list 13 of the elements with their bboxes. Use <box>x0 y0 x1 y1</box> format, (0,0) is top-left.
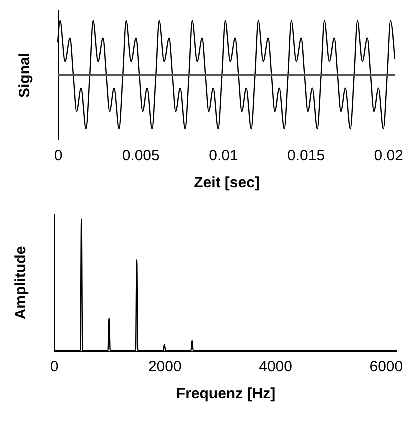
x-tick-label: 4000 <box>259 358 292 376</box>
x-tick-label: 0 <box>54 148 63 164</box>
x-tick-label: 0 <box>50 358 59 376</box>
x-tick-label: 0.005 <box>122 148 160 164</box>
x-tick-label: 6000 <box>370 358 404 376</box>
x-tick-label: 0.02 <box>374 148 404 164</box>
y-axis-title: Amplitude <box>12 246 30 320</box>
y-axis-title: Signal <box>16 52 34 98</box>
x-axis-title: Frequenz [Hz] <box>176 386 276 402</box>
x-tick-label: 0.01 <box>209 148 238 164</box>
x-tick-label: 2000 <box>148 358 182 376</box>
x-axis-title: Zeit [sec] <box>194 174 260 192</box>
x-tick-label: 0.015 <box>288 148 326 164</box>
